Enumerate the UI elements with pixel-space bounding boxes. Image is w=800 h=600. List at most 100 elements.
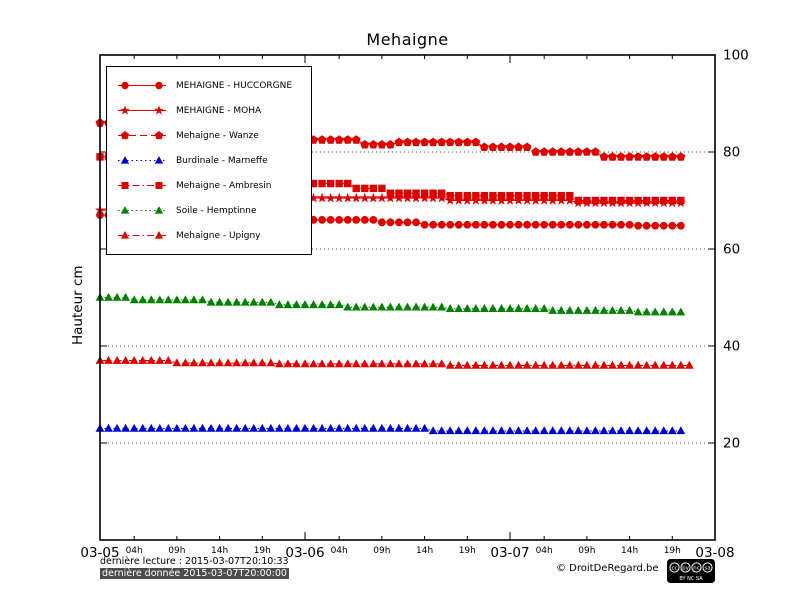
data-point-marker	[112, 355, 122, 364]
data-point-marker	[104, 423, 113, 432]
data-point-marker	[556, 305, 566, 314]
data-point-marker	[514, 304, 523, 312]
data-point-marker	[377, 423, 387, 432]
legend-sample-pentagon-icon	[118, 131, 166, 140]
data-point-marker	[539, 304, 549, 312]
data-point-marker	[600, 196, 608, 205]
data-point-marker	[599, 305, 609, 314]
data-point-marker	[360, 302, 370, 311]
data-point-marker	[163, 423, 173, 432]
data-point-marker	[146, 355, 156, 364]
data-point-marker	[574, 220, 583, 229]
data-point-marker	[454, 137, 464, 147]
data-point-marker	[582, 220, 591, 229]
data-point-marker	[334, 423, 344, 432]
data-point-marker	[591, 426, 600, 435]
data-point-marker	[497, 360, 506, 369]
x-axis-minor-label: 04h	[331, 546, 348, 556]
data-point-marker	[667, 360, 677, 369]
data-point-marker	[274, 359, 284, 368]
data-point-marker	[138, 423, 148, 432]
data-point-marker	[104, 292, 113, 301]
data-point-marker	[489, 220, 497, 229]
data-point-marker	[590, 147, 600, 156]
data-point-marker	[522, 142, 532, 151]
data-point-marker	[650, 426, 660, 435]
data-point-marker	[471, 360, 481, 369]
data-point-marker	[505, 195, 515, 205]
data-point-marker	[625, 196, 634, 205]
data-point-marker	[368, 423, 378, 432]
data-point-marker	[429, 189, 437, 197]
data-point-marker	[215, 423, 224, 432]
data-point-marker	[428, 302, 438, 311]
data-point-marker	[300, 359, 310, 368]
data-point-marker	[411, 137, 421, 147]
data-point-marker	[317, 192, 328, 203]
y-axis-tick-label: 100	[723, 48, 749, 64]
data-point-marker	[326, 423, 336, 432]
data-point-marker	[445, 137, 455, 147]
data-point-marker	[428, 192, 439, 203]
data-point-marker	[419, 192, 430, 203]
data-point-marker	[317, 423, 327, 432]
data-point-marker	[548, 147, 558, 156]
data-point-marker	[377, 359, 387, 368]
legend-item-hemptinne: Soile - Hemptinne	[107, 198, 311, 223]
data-point-marker	[446, 191, 454, 200]
x-axis-major-label: 03-08	[695, 545, 734, 561]
data-point-marker	[436, 192, 447, 203]
legend-label: Burdinale - Marneffe	[176, 155, 268, 166]
data-point-marker	[351, 302, 361, 311]
last-reading-text: dernière lecture : 2015-03-07T20:10:33	[100, 556, 289, 567]
data-point-marker	[351, 135, 361, 144]
legend-label: Soile - Hemptinne	[176, 205, 257, 216]
data-point-marker	[505, 426, 515, 435]
data-point-marker	[377, 302, 387, 311]
data-point-marker	[531, 426, 541, 435]
data-point-marker	[591, 220, 600, 229]
data-point-marker	[274, 423, 284, 432]
data-point-marker	[394, 359, 404, 368]
data-point-marker	[556, 426, 566, 435]
data-point-marker	[617, 220, 625, 229]
data-point-marker	[472, 191, 480, 200]
data-point-marker	[497, 191, 506, 200]
legend-item-moha: MEHAIGNE - MOHA	[107, 98, 311, 123]
data-point-marker	[488, 426, 498, 435]
data-point-marker	[155, 423, 165, 432]
data-point-marker	[573, 426, 583, 435]
data-point-marker	[266, 358, 276, 367]
data-point-marker	[531, 304, 541, 312]
data-point-marker	[582, 360, 592, 369]
data-point-marker	[505, 304, 515, 312]
data-point-marker	[368, 192, 379, 203]
data-point-marker	[172, 358, 182, 367]
data-point-marker	[480, 191, 489, 200]
legend-item-huccorgne: MEHAIGNE - HUCCORGNE	[107, 73, 311, 98]
data-point-marker	[634, 221, 643, 230]
data-point-marker	[668, 196, 676, 205]
data-point-marker	[479, 360, 489, 369]
data-point-marker	[573, 147, 583, 156]
data-point-marker	[531, 360, 541, 369]
data-point-marker	[642, 360, 652, 369]
data-point-marker	[667, 307, 677, 316]
data-point-marker	[496, 195, 507, 205]
legend-item-upigny: Mehaigne - Upigny	[107, 223, 311, 248]
data-point-marker	[565, 147, 575, 156]
data-point-marker	[343, 359, 353, 368]
data-point-marker	[206, 423, 216, 432]
data-point-marker	[506, 220, 514, 229]
data-point-marker	[513, 195, 524, 205]
data-point-marker	[257, 423, 267, 432]
data-point-marker	[659, 426, 669, 435]
data-point-marker	[633, 152, 643, 161]
data-point-marker	[146, 423, 156, 432]
data-point-marker	[360, 140, 370, 149]
data-point-marker	[104, 355, 113, 364]
data-point-marker	[181, 423, 190, 432]
cc-license-badge: cc by nc sa BY NC SA	[667, 559, 715, 583]
data-point-marker	[557, 191, 565, 200]
data-point-marker	[625, 220, 634, 229]
